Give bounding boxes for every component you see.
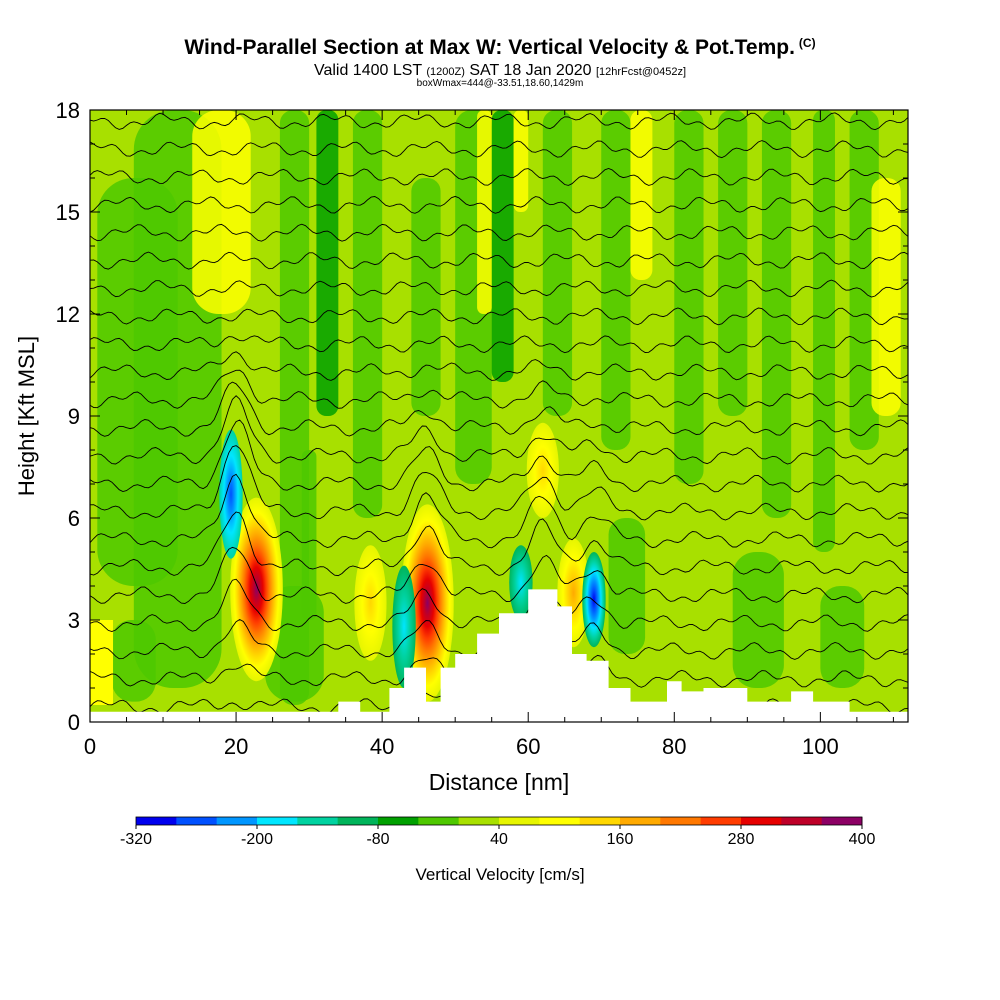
y-axis-label: Height [Kft MSL] [14,336,39,496]
colorbar-segment [458,817,500,825]
theta-isoline [90,168,908,186]
x-axis-label: Distance [nm] [429,769,570,795]
colorbar-segment [216,817,258,825]
colorbar-segment [257,817,298,825]
colorbar-segment [741,817,782,825]
theta-isoline [90,445,908,521]
theta-isoline [90,140,908,159]
background-streak [542,110,573,416]
colorbar-tick-label: -200 [241,831,273,848]
x-tick-label: 40 [370,734,394,759]
background-streak [411,178,441,416]
background-streak [761,110,792,518]
copyright-mark: (C) [798,36,816,50]
downdraft-core-2 [392,565,416,688]
background-streak [608,518,646,654]
x-tick-label: 20 [224,734,248,759]
y-tick-label: 3 [68,608,80,633]
background-streak [732,552,784,688]
x-tick-label: 0 [84,734,96,759]
background-streak [316,110,339,416]
colorbar-segment [297,817,339,825]
colorbar-segment [136,817,177,825]
theta-isoline [90,546,908,604]
colorbar-segment [418,817,460,825]
theta-isoline [90,251,908,270]
y-tick-label: 0 [68,710,80,735]
background-streak [491,110,514,382]
colorbar-segment [337,817,379,825]
colorbar-tick-label: 40 [490,831,508,848]
theta-isoline [90,419,908,493]
colorbar-tick-label: 280 [728,831,755,848]
colorbar-segment [378,817,419,825]
y-tick-label: 12 [56,302,80,327]
theta-isoline [90,473,908,549]
valid-date: SAT 18 Jan 2020 [469,62,592,79]
theta-isoline [90,112,908,131]
x-tick-label: 80 [662,734,686,759]
background-streak [718,110,748,416]
plot-area [90,110,908,722]
colorbar-segment [499,817,540,825]
downdraft-core-3 [582,552,606,648]
downdraft-core-1 [219,429,243,559]
background-streak [813,110,835,552]
y-tick-label: 6 [68,506,80,531]
valid-lst: Valid 1400 LST [313,62,422,79]
colorbar-segment [620,817,661,825]
background-streak [352,110,383,518]
terrain-mask [90,589,908,722]
background-streak [820,586,865,688]
y-tick-label: 9 [68,404,80,429]
colorbar-tick-label: -80 [366,831,389,848]
chart-valid-time: Valid 1400 LST (1200Z) SAT 18 Jan 2020 [… [0,62,1000,80]
chart-subtitle: boxWmax=444@-33.51,18.60,1429m [416,78,584,89]
theta-isoline [90,351,908,381]
y-tick-label: 15 [56,200,80,225]
colorbar-tick-label: -320 [120,831,152,848]
theta-isoline [90,223,908,242]
x-tick-label: 60 [516,734,540,759]
colorbar-segment [660,817,702,825]
background-streak [871,178,901,416]
valid-utc: (1200Z) [426,66,465,78]
background-streak [674,110,704,484]
background-streak [111,620,156,702]
theta-isoline [90,381,908,437]
colorbar-segment [781,817,823,825]
colorbar-segment [821,817,863,825]
theta-isoline [90,335,908,354]
background-streak [301,450,317,620]
colorbar-label: Vertical Velocity [cm/s] [415,865,584,884]
forecast-info: [12hrFcst@0452z] [595,66,687,78]
theta-isoline [90,195,908,214]
chart-title-text: Wind-Parallel Section at Max W: Vertical… [184,36,795,59]
updraft-core-4 [526,422,559,518]
updraft-core-5 [354,545,387,661]
background-streak [192,110,251,314]
colorbar-tick-label: 400 [849,831,876,848]
theta-isoline [90,511,908,577]
chart-title: Wind-Parallel Section at Max W: Vertical… [0,36,1000,60]
colorbar-segment [539,817,581,825]
theta-isoline [90,395,908,465]
theta-isoline [90,307,908,326]
background-streak [601,110,631,450]
colorbar-segment [700,817,742,825]
theta-isoline [90,369,908,409]
colorbar-segment [176,817,218,825]
background-streak [477,110,492,314]
low-level-updraft-band [90,620,114,705]
updraft-core-1 [230,497,283,682]
x-tick-label: 100 [802,734,839,759]
background-streak [630,110,653,280]
colorbar-tick-label: 160 [607,831,634,848]
theta-isoline [90,279,908,298]
y-tick-label: 18 [56,98,80,123]
background-streak [513,110,529,212]
colorbar-segment [579,817,621,825]
